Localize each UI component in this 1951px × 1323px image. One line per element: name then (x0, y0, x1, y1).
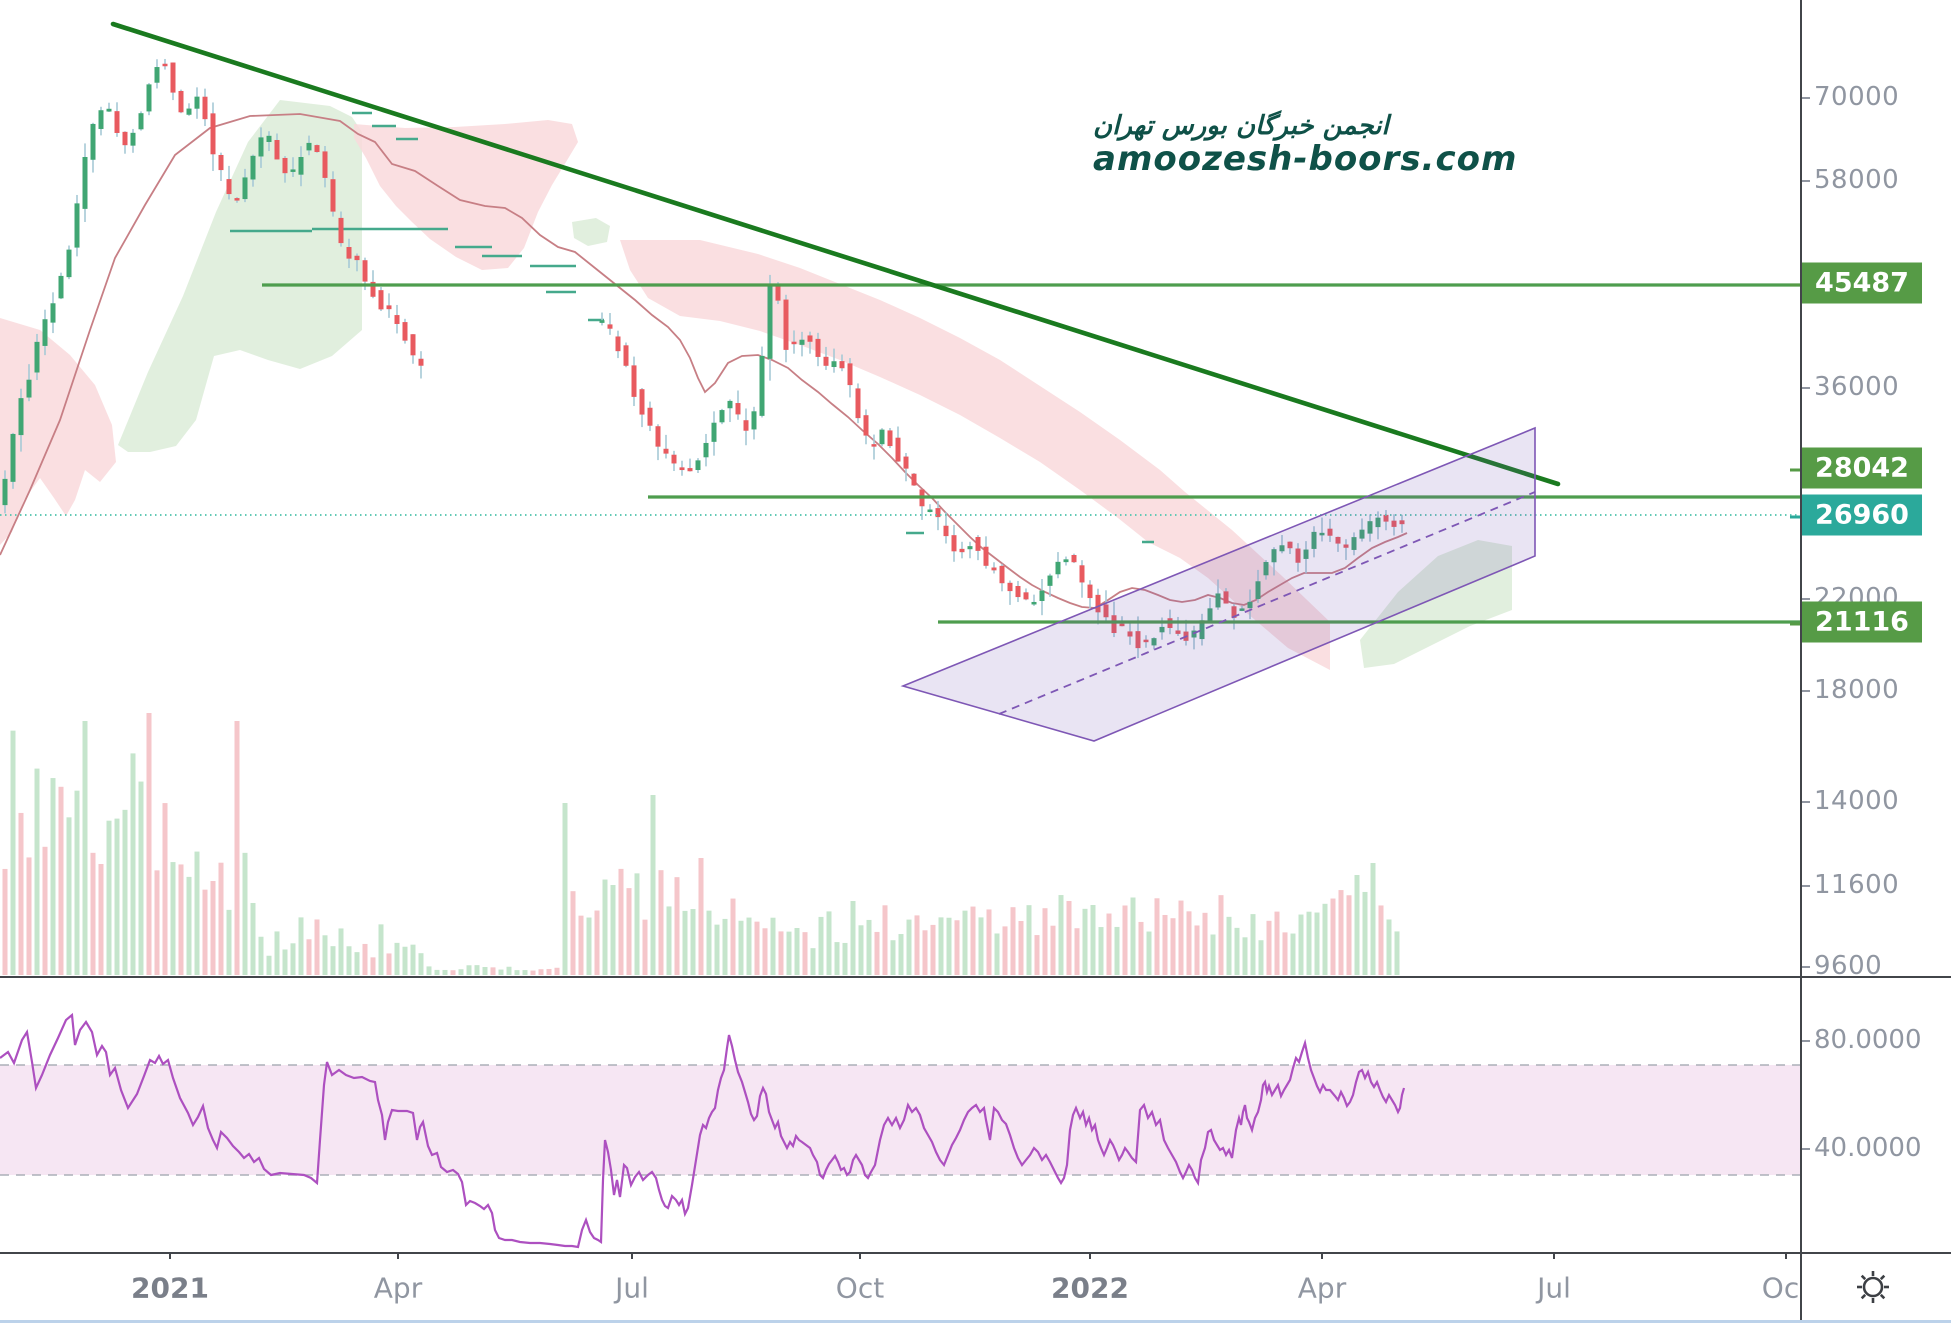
watermark-line-url: amoozesh-boors.com (1093, 138, 1518, 179)
rsi-band (0, 1065, 1800, 1175)
rsi-axis-label-80.0000: 80.0000 (1800, 1025, 1922, 1055)
price-axis-label-70000: 70000 (1800, 82, 1899, 112)
price-level-label-28042: 28042 (1790, 447, 1922, 489)
price-axis-label-14000: 14000 (1800, 786, 1899, 816)
rsi-axis-label-40.0000: 40.0000 (1800, 1133, 1922, 1163)
price-axis-label-11600: 11600 (1800, 870, 1899, 900)
last-price-label-26960: 26960 (1790, 494, 1922, 536)
price-axis-label-18000: 18000 (1800, 675, 1899, 705)
time-axis-tick (1553, 1252, 1555, 1259)
ichimoku-cloud-pink (0, 318, 116, 545)
watermark: انجمن خبرگان بورس تهران amoozesh-boors.c… (1093, 112, 1517, 178)
rsi-line (0, 1012, 1406, 1249)
ichimoku-cloud-green (118, 100, 362, 452)
time-axis-scale[interactable]: 2021 Apr Jul Oct 2022 Apr Jul Oct (0, 1252, 1800, 1323)
price-axis-label-58000: 58000 (1800, 165, 1899, 195)
time-axis-tick (859, 1252, 861, 1259)
price-axis-border (1800, 0, 1802, 1323)
ichimoku-cloud-green (1360, 540, 1512, 668)
chart-plot-area[interactable] (0, 0, 1800, 1323)
ichimoku-baseline (0, 113, 1408, 609)
time-axis-label-2022: 2022 (1051, 1271, 1129, 1305)
time-axis-tick (631, 1252, 633, 1259)
time-axis-label-2021: 2021 (131, 1271, 209, 1305)
time-axis-tick (169, 1252, 171, 1259)
time-axis-label-Jul: Jul (1537, 1271, 1571, 1305)
time-axis-tick (1785, 1252, 1787, 1259)
pane-separator-rsi-time (0, 1252, 1951, 1254)
time-axis-label-Oct: Oct (835, 1271, 885, 1305)
time-axis-label-Jul: Jul (615, 1271, 649, 1305)
price-axis-label-36000: 36000 (1800, 372, 1899, 402)
pane-separator-main-rsi[interactable] (0, 976, 1951, 978)
price-axis-scale[interactable]: 70000 58000 45487 36000 28042 26960 22000 21116… (1790, 0, 1951, 1323)
time-axis-tick (1321, 1252, 1323, 1259)
time-axis-label-Apr: Apr (373, 1271, 423, 1305)
ichimoku-cloud-green (572, 218, 610, 246)
time-axis-tick (1089, 1252, 1091, 1259)
time-axis-tick (397, 1252, 399, 1259)
volume-bars (2, 713, 1400, 975)
time-axis-settings-gear-icon[interactable] (1852, 1266, 1894, 1308)
time-axis-label-Oct: Oct (1761, 1271, 1800, 1305)
parallel-channel[interactable] (900, 426, 1536, 742)
descending-trendline[interactable] (110, 21, 1561, 487)
ichimoku-cloud-pink (620, 240, 1330, 670)
window-bottom-edge (0, 1320, 1951, 1323)
channel-midline (998, 491, 1536, 715)
price-level-label-45487: 45487 (1790, 262, 1922, 304)
price-level-label-21116: 21116 (1790, 601, 1922, 643)
watermark-line-persian: انجمن خبرگان بورس تهران (1093, 111, 1389, 141)
ichimoku-cloud-pink (354, 120, 578, 270)
time-axis-label-Apr: Apr (1297, 1271, 1347, 1305)
